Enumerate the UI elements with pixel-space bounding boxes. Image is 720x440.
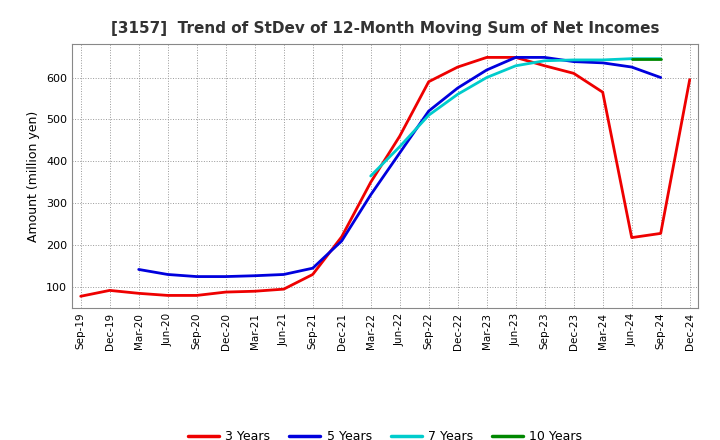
Title: [3157]  Trend of StDev of 12-Month Moving Sum of Net Incomes: [3157] Trend of StDev of 12-Month Moving… (111, 21, 660, 36)
5 Years (598, 60, 607, 66)
5 Years (308, 266, 317, 271)
Y-axis label: Amount (million yen): Amount (million yen) (27, 110, 40, 242)
7 Years (627, 56, 636, 61)
3 Years (454, 64, 462, 70)
3 Years (598, 90, 607, 95)
Line: 5 Years: 5 Years (139, 57, 661, 277)
5 Years (338, 238, 346, 244)
5 Years (192, 274, 201, 279)
Legend: 3 Years, 5 Years, 7 Years, 10 Years: 3 Years, 5 Years, 7 Years, 10 Years (183, 425, 588, 440)
3 Years (163, 293, 172, 298)
5 Years (251, 273, 259, 279)
5 Years (511, 55, 520, 60)
5 Years (482, 67, 491, 73)
5 Years (279, 272, 288, 277)
7 Years (395, 144, 404, 149)
3 Years (338, 234, 346, 239)
3 Years (135, 291, 143, 296)
7 Years (366, 173, 375, 179)
3 Years (105, 288, 114, 293)
5 Years (221, 274, 230, 279)
3 Years (279, 286, 288, 292)
3 Years (424, 79, 433, 84)
3 Years (511, 55, 520, 60)
3 Years (221, 290, 230, 295)
7 Years (511, 63, 520, 69)
3 Years (685, 77, 694, 82)
5 Years (454, 85, 462, 91)
7 Years (598, 57, 607, 62)
5 Years (424, 108, 433, 114)
7 Years (454, 92, 462, 97)
10 Years (627, 56, 636, 61)
5 Years (135, 267, 143, 272)
10 Years (657, 56, 665, 61)
5 Years (627, 64, 636, 70)
7 Years (541, 58, 549, 63)
7 Years (424, 113, 433, 118)
5 Years (570, 59, 578, 64)
7 Years (482, 75, 491, 80)
3 Years (192, 293, 201, 298)
7 Years (657, 56, 665, 61)
5 Years (657, 75, 665, 80)
3 Years (76, 293, 85, 299)
5 Years (395, 150, 404, 156)
3 Years (627, 235, 636, 240)
3 Years (657, 231, 665, 236)
Line: 3 Years: 3 Years (81, 57, 690, 296)
3 Years (251, 289, 259, 294)
3 Years (482, 55, 491, 60)
3 Years (308, 272, 317, 277)
5 Years (541, 55, 549, 60)
3 Years (395, 134, 404, 139)
Line: 7 Years: 7 Years (371, 59, 661, 176)
3 Years (570, 71, 578, 76)
3 Years (366, 180, 375, 185)
5 Years (163, 272, 172, 277)
5 Years (366, 192, 375, 198)
3 Years (541, 63, 549, 69)
7 Years (570, 57, 578, 62)
